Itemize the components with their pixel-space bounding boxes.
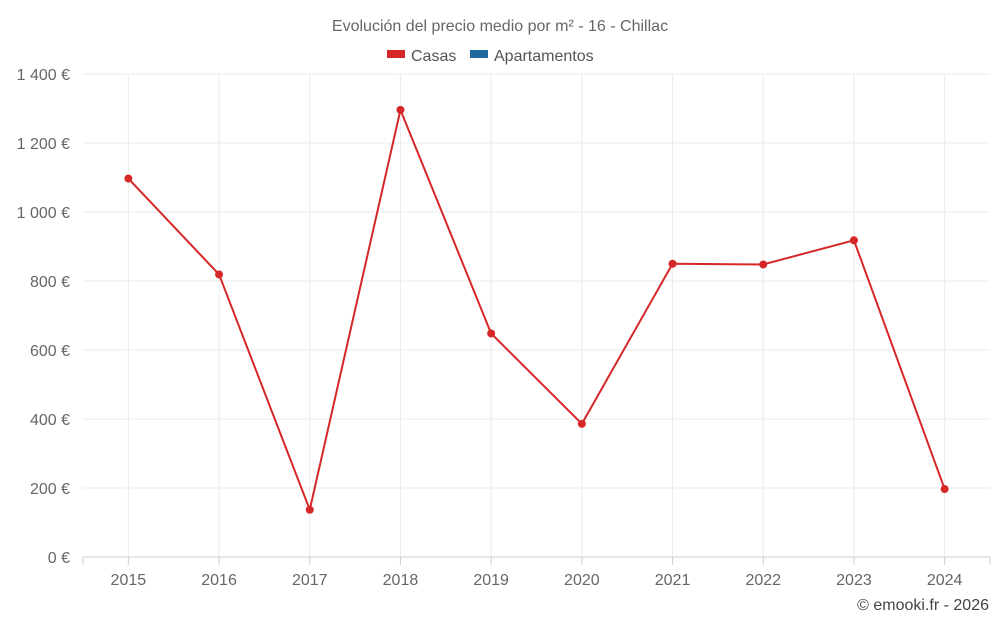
legend: Casas Apartamentos	[387, 48, 594, 65]
data-point[interactable]	[215, 270, 224, 279]
y-tick-label: 800 €	[30, 274, 70, 291]
credit-text: © emooki.fr - 2026	[857, 597, 989, 614]
data-point[interactable]	[577, 419, 586, 428]
x-tick-label: 2020	[564, 572, 600, 589]
legend-label-apartamentos: Apartamentos	[494, 48, 594, 65]
x-tick-label: 2019	[473, 572, 509, 589]
legend-swatch-casas	[387, 50, 405, 58]
data-point[interactable]	[487, 329, 496, 338]
data-point[interactable]	[759, 260, 768, 269]
data-point[interactable]	[396, 105, 405, 114]
chart-title: Evolución del precio medio por m² - 16 -…	[332, 18, 668, 35]
x-tick-label: 2024	[927, 572, 963, 589]
x-tick-label: 2017	[292, 572, 328, 589]
series-casas	[124, 105, 949, 514]
y-tick-label: 1 200 €	[17, 136, 70, 153]
y-tick-label: 1 000 €	[17, 205, 70, 222]
x-tick-label: 2022	[745, 572, 781, 589]
y-tick-label: 600 €	[30, 343, 70, 360]
data-point[interactable]	[849, 236, 858, 245]
series-line	[127, 108, 946, 511]
legend-item-casas[interactable]: Casas	[387, 48, 456, 65]
x-tick-label: 2016	[201, 572, 237, 589]
x-tick-label: 2023	[836, 572, 872, 589]
y-tick-label: 0 €	[48, 550, 70, 567]
y-axis: 0 € 200 € 400 € 600 € 800 € 1 000 € 1 200 € 1 4…	[17, 67, 70, 567]
y-tick-label: 400 €	[30, 412, 70, 429]
data-point[interactable]	[940, 485, 949, 494]
grid	[83, 73, 990, 557]
legend-label-casas: Casas	[411, 48, 456, 65]
x-tick-label: 2021	[655, 572, 691, 589]
data-point[interactable]	[668, 259, 677, 268]
y-tick-label: 1 400 €	[17, 67, 70, 84]
data-point[interactable]	[124, 174, 133, 183]
x-axis: 2015 2016 2017 2018 2019 2020 2021 2022 2023 2024	[82, 556, 991, 589]
x-tick-label: 2018	[383, 572, 419, 589]
legend-item-apartamentos[interactable]: Apartamentos	[470, 48, 594, 65]
x-tick-label: 2015	[111, 572, 147, 589]
legend-swatch-apartamentos	[470, 50, 488, 58]
y-tick-label: 200 €	[30, 481, 70, 498]
data-point[interactable]	[305, 505, 314, 514]
